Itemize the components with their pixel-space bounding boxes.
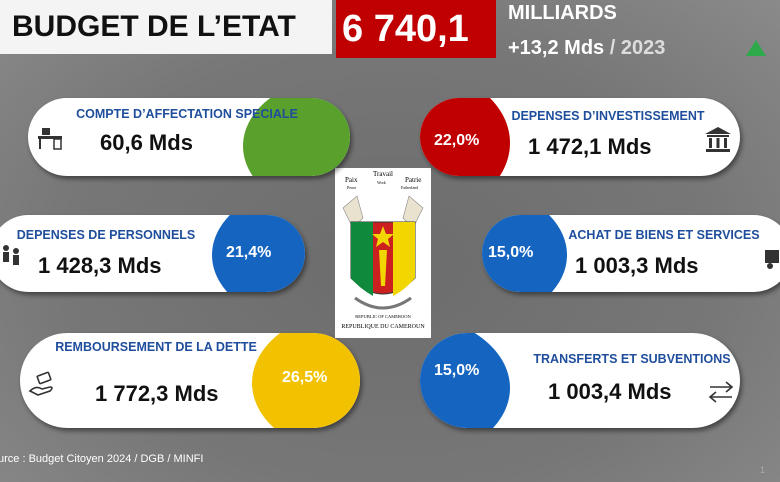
emblem: Paix Travail Patrie Peace Work Fatherlan… bbox=[335, 168, 431, 338]
card: COMPTE D’AFFECTATION SPECIALE 60,6 Mds bbox=[28, 98, 350, 176]
card: 21,4% DEPENSES DE PERSONNELS 1 428,3 Mds bbox=[0, 215, 305, 292]
card-value: 1 472,1 Mds bbox=[528, 134, 652, 159]
header-title: BUDGET DE L’ETAT bbox=[12, 10, 296, 43]
wedge bbox=[212, 215, 305, 292]
source: urce : Budget Citoyen 2024 / DGB / MINFI bbox=[0, 453, 204, 465]
card: 15,0% TRANSFERTS ET SUBVENTIONS 1 003,4 Md… bbox=[420, 333, 740, 428]
wedge bbox=[243, 98, 350, 176]
motto-en: Fatherland bbox=[401, 185, 418, 190]
motto-en: Peace bbox=[347, 185, 357, 190]
card: 22,0% DEPENSES D’INVESTISSEMENT 1 472,1 Md… bbox=[420, 98, 740, 176]
percent: 21,4% bbox=[226, 244, 272, 261]
percent: 15,0% bbox=[434, 362, 480, 379]
country-fr: REPUBLIQUE DU CAMEROUN bbox=[341, 324, 425, 330]
icon bbox=[765, 250, 779, 269]
motto-en: Work bbox=[377, 180, 386, 185]
percent: 15,0% bbox=[488, 244, 534, 261]
change-value: +13,2 Mds bbox=[508, 37, 605, 59]
card-title: COMPTE D’AFFECTATION SPECIALE bbox=[76, 107, 298, 121]
card-title: DEPENSES DE PERSONNELS bbox=[16, 228, 196, 242]
card-title: DEPENSES D’INVESTISSEMENT bbox=[511, 109, 705, 123]
wedge bbox=[252, 333, 360, 428]
change-line: +13,2 Mds / 2023 bbox=[508, 37, 665, 60]
motto: Patrie bbox=[405, 176, 421, 184]
percent: 26,5% bbox=[282, 369, 328, 386]
total-value: 6 740,1 bbox=[342, 8, 469, 50]
card-value: 1 772,3 Mds bbox=[95, 381, 219, 406]
up-arrow bbox=[746, 40, 766, 56]
icon bbox=[708, 381, 734, 403]
card: 15,0% ACHAT DE BIENS ET SERVICES 1 003,3 M… bbox=[482, 215, 780, 292]
wedge bbox=[482, 215, 567, 292]
total-unit: MILLIARDS bbox=[508, 2, 617, 24]
icon bbox=[3, 245, 19, 265]
wedge bbox=[420, 98, 510, 176]
total-box bbox=[336, 0, 496, 58]
card: 26,5% REMBOURSEMENT DE LA DETTE 1 772,3 Md… bbox=[20, 333, 360, 428]
card-title: REMBOURSEMENT DE LA DETTE bbox=[55, 340, 257, 354]
card-value: 1 003,3 Mds bbox=[575, 253, 699, 278]
card-title: ACHAT DE BIENS ET SERVICES bbox=[568, 228, 760, 242]
icon bbox=[28, 371, 53, 396]
motto: Paix bbox=[345, 176, 358, 184]
country-en: REPUBLIC OF CAMEROON bbox=[355, 314, 411, 319]
percent: 22,0% bbox=[434, 132, 480, 149]
card-value: 1 003,4 Mds bbox=[548, 379, 672, 404]
card-title: TRANSFERTS ET SUBVENTIONS bbox=[533, 352, 731, 366]
header-band bbox=[0, 0, 332, 54]
icon bbox=[38, 128, 62, 150]
wedge bbox=[420, 333, 510, 428]
card-value: 1 428,3 Mds bbox=[38, 253, 162, 278]
change-year: / 2023 bbox=[609, 37, 666, 59]
motto: Travail bbox=[373, 170, 393, 178]
icon bbox=[705, 127, 731, 152]
card-value: 60,6 Mds bbox=[100, 130, 193, 155]
page-number: 1 bbox=[760, 465, 766, 475]
